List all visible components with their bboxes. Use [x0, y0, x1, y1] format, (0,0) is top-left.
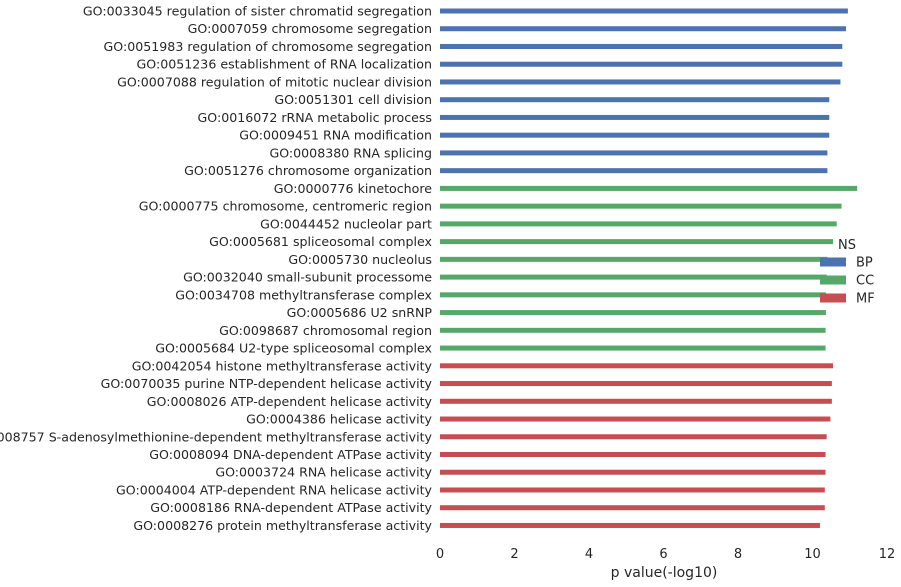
category-label-9: GO:0051276 chromosome organization — [184, 163, 432, 178]
legend-label-mf: MF — [856, 292, 875, 307]
bar-26 — [440, 469, 826, 475]
bar-1 — [440, 26, 847, 32]
category-label-10: GO:0000776 kinetochore — [274, 181, 432, 196]
x-tick-label-2: 4 — [585, 547, 593, 562]
legend-label-cc: CC — [856, 274, 874, 289]
category-label-6: GO:0016072 rRNA metabolic process — [198, 110, 432, 125]
bar-27 — [440, 487, 825, 493]
bar-12 — [440, 221, 837, 227]
bar-24 — [440, 434, 827, 440]
category-label-4: GO:0007088 regulation of mitotic nuclear… — [117, 74, 432, 89]
bar-16 — [440, 292, 826, 298]
bar-7 — [440, 132, 830, 138]
x-tick-label-1: 2 — [510, 547, 518, 562]
legend-label-bp: BP — [856, 256, 873, 271]
legend-swatch-bp — [820, 257, 846, 267]
category-label-20: GO:0042054 histone methyltransferase act… — [132, 358, 433, 373]
category-label-15: GO:0032040 small-subunit processome — [183, 270, 432, 285]
category-label-12: GO:0044452 nucleolar part — [260, 216, 432, 231]
x-tick-label-5: 10 — [804, 547, 821, 562]
bar-25 — [440, 452, 826, 457]
category-label-16: GO:0034708 methyltransferase complex — [175, 287, 432, 302]
category-label-2: GO:0051983 regulation of chromosome segr… — [104, 39, 432, 54]
category-label-26: GO:0003724 RNA helicase activity — [215, 465, 432, 480]
x-axis-title: p value(-log10) — [611, 565, 718, 581]
legend-swatch-mf — [820, 293, 846, 303]
category-label-11: GO:0000775 chromosome, centromeric regio… — [139, 199, 432, 214]
bar-10 — [440, 185, 858, 191]
category-label-23: GO:0004386 helicase activity — [246, 412, 432, 427]
bar-14 — [440, 256, 828, 262]
bar-9 — [440, 168, 828, 174]
category-label-27: GO:0004004 ATP-dependent RNA helicase ac… — [116, 482, 433, 497]
category-label-7: GO:0009451 RNA modification — [239, 128, 432, 143]
bars-group — [440, 8, 858, 528]
bar-0 — [440, 8, 848, 14]
category-label-25: GO:0008094 DNA-dependent ATPase activity — [149, 447, 432, 462]
legend: NS BP CC MF — [820, 238, 875, 307]
x-tick-label-0: 0 — [436, 547, 444, 562]
category-label-22: GO:0008026 ATP-dependent helicase activi… — [147, 394, 433, 409]
category-label-0: GO:0033045 regulation of sister chromati… — [83, 4, 432, 19]
legend-swatch-cc — [820, 275, 846, 285]
bar-17 — [440, 310, 826, 316]
bar-22 — [440, 398, 832, 404]
category-label-1: GO:0007059 chromosome segregation — [188, 21, 432, 36]
bar-5 — [440, 97, 830, 103]
category-label-13: GO:0005681 spliceosomal complex — [209, 234, 432, 249]
category-label-8: GO:0008380 RNA splicing — [269, 145, 432, 160]
x-tick-label-4: 8 — [734, 547, 742, 562]
x-tick-label-6: 12 — [879, 547, 896, 562]
category-label-17: GO:0005686 U2 snRNP — [287, 305, 433, 320]
bar-19 — [440, 345, 826, 351]
bar-28 — [440, 505, 825, 511]
bar-23 — [440, 416, 831, 422]
x-tick-labels-group: 0 2 4 6 8 10 12 — [436, 547, 895, 562]
category-label-14: GO:0005730 nucleolus — [288, 252, 432, 267]
bar-18 — [440, 327, 826, 333]
category-label-24: GO:0008757 S-adenosylmethionine-dependen… — [0, 429, 433, 444]
bar-6 — [440, 114, 830, 120]
category-label-5: GO:0051301 cell division — [274, 92, 432, 107]
bar-3 — [440, 61, 843, 67]
bar-20 — [440, 363, 833, 369]
category-labels-group: GO:0033045 regulation of sister chromati… — [0, 4, 433, 533]
bar-8 — [440, 150, 828, 156]
category-label-19: GO:0005684 U2-type spliceosomal complex — [155, 341, 432, 356]
bar-15 — [440, 274, 827, 280]
category-label-18: GO:0098687 chromosomal region — [219, 323, 432, 338]
bar-13 — [440, 239, 833, 245]
category-label-28: GO:0008186 RNA-dependent ATPase activity — [150, 500, 432, 515]
category-label-29: GO:0008276 protein methyltransferase act… — [133, 518, 432, 533]
bar-29 — [440, 522, 820, 528]
legend-title: NS — [838, 238, 856, 253]
bar-2 — [440, 43, 843, 49]
bar-4 — [440, 79, 841, 85]
category-label-21: GO:0070035 purine NTP-dependent helicase… — [101, 376, 433, 391]
category-label-3: GO:0051236 establishment of RNA localiza… — [137, 57, 432, 72]
bar-21 — [440, 381, 832, 387]
x-tick-label-3: 6 — [659, 547, 667, 562]
bar-11 — [440, 203, 842, 209]
